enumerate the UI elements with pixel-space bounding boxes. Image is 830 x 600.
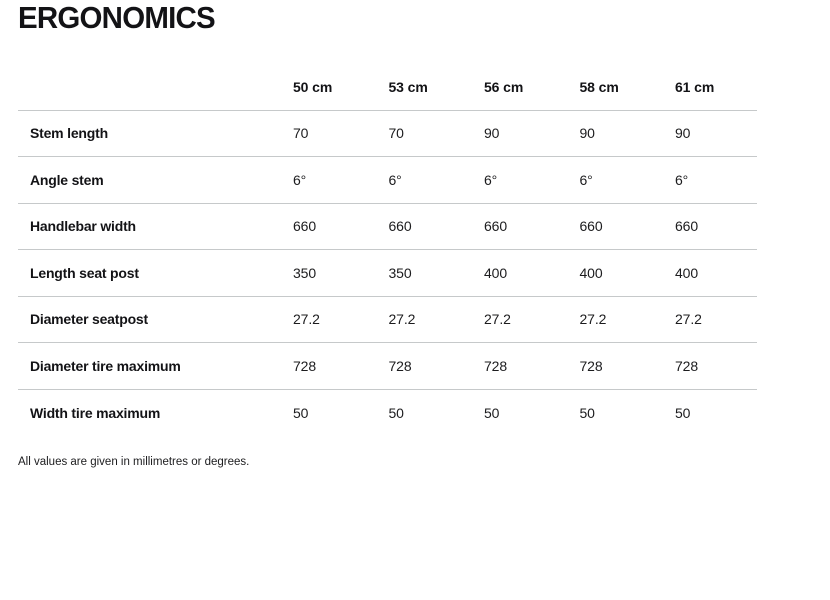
cell-value: 90 xyxy=(579,125,595,142)
ergonomics-table: 50 cm 53 cm 56 cm 58 cm 61 cm Stem lengt… xyxy=(18,64,757,436)
cell-value: 50 xyxy=(388,404,404,421)
column-header-58cm: 58 cm xyxy=(579,78,619,95)
cell-value: 50 xyxy=(484,404,500,421)
cell-value: 350 xyxy=(388,264,412,281)
row-label: Handlebar width xyxy=(30,218,136,235)
table-row-diameter-tire-maximum: Diameter tire maximum 728 728 728 728 72… xyxy=(18,343,757,390)
spec-section: ERGONOMICS 50 cm 53 cm 56 cm 58 cm 61 cm… xyxy=(18,0,757,468)
table-header-row: 50 cm 53 cm 56 cm 58 cm 61 cm xyxy=(18,64,757,111)
row-label: Angle stem xyxy=(30,171,104,188)
cell-value: 728 xyxy=(579,357,603,374)
footnote: All values are given in millimetres or d… xyxy=(18,456,250,468)
cell-value: 660 xyxy=(293,218,317,235)
column-header-61cm: 61 cm xyxy=(675,78,715,95)
cell-value: 6° xyxy=(388,171,402,188)
cell-value: 27.2 xyxy=(388,311,416,328)
cell-value: 27.2 xyxy=(675,311,702,328)
cell-value: 660 xyxy=(484,218,508,235)
table-row-handlebar-width: Handlebar width 660 660 660 660 660 xyxy=(18,204,757,250)
cell-value: 728 xyxy=(675,357,699,374)
cell-value: 400 xyxy=(675,264,699,281)
table-row-angle-stem: Angle stem 6° 6° 6° 6° 6° xyxy=(18,157,757,204)
column-header-50cm: 50 cm xyxy=(293,78,333,95)
row-label: Length seat post xyxy=(30,264,139,281)
cell-value: 27.2 xyxy=(579,311,607,328)
cell-value: 70 xyxy=(388,125,404,142)
row-label: Diameter tire maximum xyxy=(30,357,181,374)
cell-value: 6° xyxy=(579,171,593,188)
cell-value: 400 xyxy=(484,264,508,281)
table-row-diameter-seatpost: Diameter seatpost 27.2 27.2 27.2 27.2 27… xyxy=(18,297,757,343)
cell-value: 90 xyxy=(484,125,500,142)
cell-value: 27.2 xyxy=(484,311,511,328)
cell-value: 50 xyxy=(675,404,691,421)
cell-value: 27.2 xyxy=(293,311,320,328)
cell-value: 6° xyxy=(293,171,307,188)
cell-value: 728 xyxy=(484,357,508,374)
table-row-stem-length: Stem length 70 70 90 90 90 xyxy=(18,111,757,157)
column-header-56cm: 56 cm xyxy=(484,78,524,95)
cell-value: 50 xyxy=(579,404,595,421)
cell-value: 6° xyxy=(484,171,498,188)
row-label: Stem length xyxy=(30,125,108,142)
cell-value: 660 xyxy=(675,218,699,235)
page-title: ERGONOMICS xyxy=(18,0,216,35)
row-label: Diameter seatpost xyxy=(30,311,148,328)
cell-value: 660 xyxy=(388,218,412,235)
cell-value: 350 xyxy=(293,264,317,281)
cell-value: 660 xyxy=(579,218,603,235)
row-label: Width tire maximum xyxy=(30,404,161,421)
column-header-53cm: 53 cm xyxy=(388,78,428,95)
cell-value: 400 xyxy=(579,264,603,281)
cell-value: 90 xyxy=(675,125,691,142)
cell-value: 728 xyxy=(388,357,412,374)
table-row-width-tire-maximum: Width tire maximum 50 50 50 50 50 xyxy=(18,390,757,437)
cell-value: 70 xyxy=(293,125,309,142)
cell-value: 50 xyxy=(293,404,309,421)
cell-value: 6° xyxy=(675,171,689,188)
table-row-length-seat-post: Length seat post 350 350 400 400 400 xyxy=(18,250,757,297)
cell-value: 728 xyxy=(293,357,317,374)
